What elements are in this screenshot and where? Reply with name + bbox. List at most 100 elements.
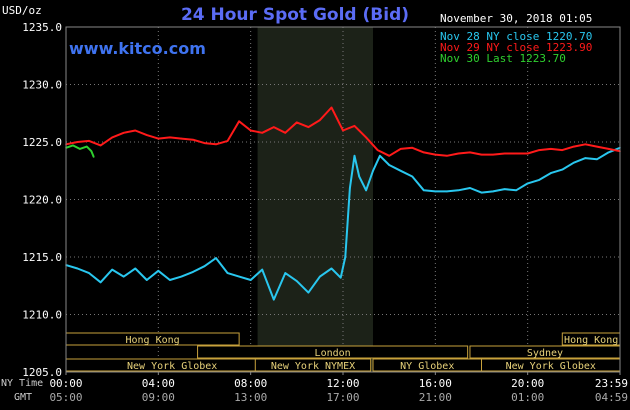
series-point-0 (372, 169, 374, 172)
session-label: New York Globex (127, 361, 217, 372)
series-point-0 (422, 189, 425, 192)
series-point-0 (353, 155, 356, 157)
series-point-0 (388, 164, 390, 166)
y-tick-label: 1210.0 (22, 309, 62, 322)
x-tick-gmt: 13:00 (234, 391, 267, 404)
series-point-0 (76, 267, 79, 270)
series-point-1 (596, 145, 598, 148)
series-point-1 (192, 138, 194, 141)
series-point-0 (596, 158, 598, 161)
x-tick-gmt: 04:59 (595, 391, 628, 404)
y-tick-label: 1230.0 (22, 79, 62, 92)
series-point-1 (422, 151, 425, 154)
series-point-0 (457, 189, 460, 192)
session-box (254, 358, 372, 372)
series-point-1 (469, 151, 471, 154)
y-tick-label: 1205.0 (22, 366, 62, 379)
gmt-label: GMT (14, 392, 32, 403)
series-point-1 (169, 136, 171, 139)
x-tick-ny: 00:00 (49, 377, 82, 390)
series-point-1 (411, 146, 414, 149)
series-point-0 (238, 275, 240, 278)
series-point-0 (358, 175, 360, 178)
series-point-0 (503, 188, 506, 190)
series-point-1 (111, 136, 113, 139)
series-point-1 (538, 149, 541, 151)
x-tick-ny: 12:00 (326, 377, 359, 390)
y-tick-label: 1220.0 (22, 194, 62, 207)
series-point-0 (607, 151, 610, 154)
series-point-1 (307, 126, 310, 128)
series-point-0 (307, 291, 310, 294)
series-point-0 (215, 257, 217, 259)
series-point-0 (584, 157, 587, 159)
series-point-0 (411, 175, 414, 178)
series-point-0 (365, 189, 367, 192)
series-point-1 (573, 145, 575, 148)
legend-entry-nov28: Nov 28 NY close 1220.70 (440, 30, 592, 43)
series-point-1 (76, 141, 79, 143)
series-point-0 (480, 191, 483, 194)
series-point-1 (88, 140, 90, 142)
series-point-1 (376, 149, 379, 151)
series-point-0 (99, 281, 102, 284)
unit-label: USD/oz (2, 4, 42, 17)
series-point-1 (434, 153, 437, 156)
series-point-1 (515, 152, 517, 155)
session-label: Sydney (527, 348, 563, 359)
series-point-0 (549, 172, 552, 174)
series-point-1 (503, 152, 506, 155)
series-point-0 (349, 187, 351, 189)
series-point-0 (203, 265, 206, 268)
series-point-1 (157, 137, 160, 140)
x-tick-ny: 20:00 (511, 377, 544, 390)
series-point-0 (88, 272, 90, 274)
series-point-0 (526, 182, 529, 185)
series-point-1 (203, 142, 206, 144)
series-point-1 (145, 134, 148, 136)
price-series (65, 106, 621, 301)
x-tick-ny: 08:00 (234, 377, 267, 390)
x-tick-ny: 23:59 (595, 377, 628, 390)
series-point-0 (379, 155, 381, 157)
x-tick-gmt: 17:00 (326, 391, 359, 404)
session-label: New York NYMEX (271, 361, 355, 372)
series-point-1 (342, 129, 344, 132)
session-label: NY Globex (400, 361, 454, 372)
series-point-0 (434, 190, 437, 193)
series-point-1 (180, 137, 183, 140)
series-point-1 (584, 143, 587, 146)
series-point-0 (169, 279, 171, 281)
series-point-1 (319, 119, 321, 121)
y-tick-label: 1225.0 (22, 136, 62, 149)
series-point-1 (261, 132, 264, 134)
series-point-0 (272, 298, 275, 301)
series-point-1 (353, 125, 356, 127)
series-point-1 (238, 120, 240, 123)
series-point-1 (399, 148, 402, 150)
series-point-0 (319, 275, 321, 278)
series-point-2 (92, 156, 95, 158)
website-link[interactable]: www.kitco.com (69, 39, 206, 58)
series-point-1 (296, 121, 298, 124)
series-point-0 (296, 280, 298, 282)
market-sessions: Hong Kong Hong Kong London Sydney New York G… (65, 332, 621, 372)
series-point-1 (526, 152, 529, 155)
series-point-0 (122, 275, 125, 278)
series-point-1 (226, 140, 229, 142)
series-point-1 (272, 126, 275, 128)
series-point-1 (365, 136, 367, 139)
series-point-1 (249, 129, 252, 132)
chart-title: 24 Hour Spot Gold (Bid) (181, 5, 409, 25)
session-label: New York Globex (506, 361, 596, 372)
x-tick-gmt: 09:00 (142, 391, 175, 404)
series-point-1 (215, 143, 217, 146)
x-tick-gmt: 01:00 (511, 391, 544, 404)
y-axis-ticks: 1205.0 1210.0 1215.0 1220.0 1225.0 1230.0 1235… (22, 21, 62, 379)
x-tick-ny: 16:00 (419, 377, 452, 390)
series-point-0 (561, 168, 564, 171)
series-point-0 (284, 272, 287, 274)
series-point-1 (122, 132, 125, 134)
